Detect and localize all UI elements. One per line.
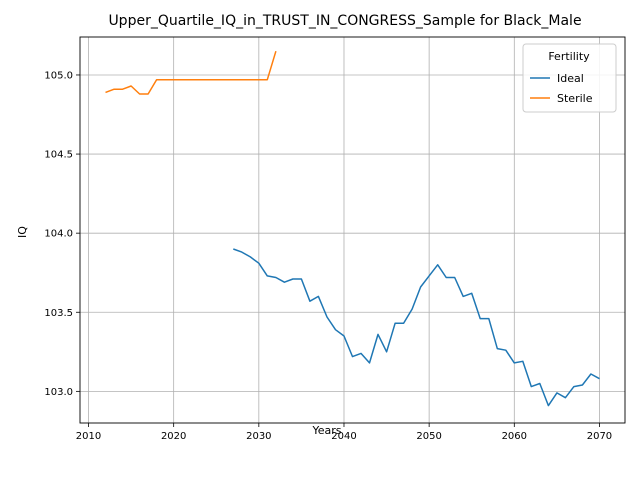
chart-title: Upper_Quartile_IQ_in_TRUST_IN_CONGRESS_S… xyxy=(108,13,581,29)
grid-lines xyxy=(80,37,625,423)
x-tick-label: 2040 xyxy=(331,431,356,442)
series-line-ideal xyxy=(233,248,600,407)
x-tick-label: 2010 xyxy=(76,431,101,442)
y-tick-label: 105.0 xyxy=(44,70,73,81)
x-tick-label: 2020 xyxy=(161,431,186,442)
x-tick-label: 2060 xyxy=(502,431,527,442)
legend: Fertility Ideal Sterile xyxy=(522,43,617,113)
legend-label-ideal: Ideal xyxy=(557,72,584,85)
x-axis-label: Years xyxy=(311,424,341,437)
y-tick-label: 104.0 xyxy=(44,229,73,240)
x-tick-label: 2050 xyxy=(416,431,441,442)
legend-label-sterile: Sterile xyxy=(557,92,593,105)
x-tick-label: 2030 xyxy=(246,431,271,442)
y-axis-label: IQ xyxy=(16,226,29,238)
y-tick-label: 103.0 xyxy=(44,387,73,398)
legend-title: Fertility xyxy=(548,50,590,63)
x-tick-label: 2070 xyxy=(587,431,612,442)
y-axis-ticks: 103.0 103.5 104.0 104.5 105.0 xyxy=(44,70,80,398)
legend-box xyxy=(522,43,617,113)
y-tick-label: 104.5 xyxy=(44,150,73,161)
legend-entries: Ideal Sterile xyxy=(530,72,593,105)
series-layer xyxy=(105,50,600,407)
x-axis-ticks: 2010 2020 2030 2040 2050 2060 2070 xyxy=(76,423,612,442)
plot-frame xyxy=(79,36,626,424)
series-line-sterile xyxy=(105,50,277,95)
y-tick-label: 103.5 xyxy=(44,308,73,319)
